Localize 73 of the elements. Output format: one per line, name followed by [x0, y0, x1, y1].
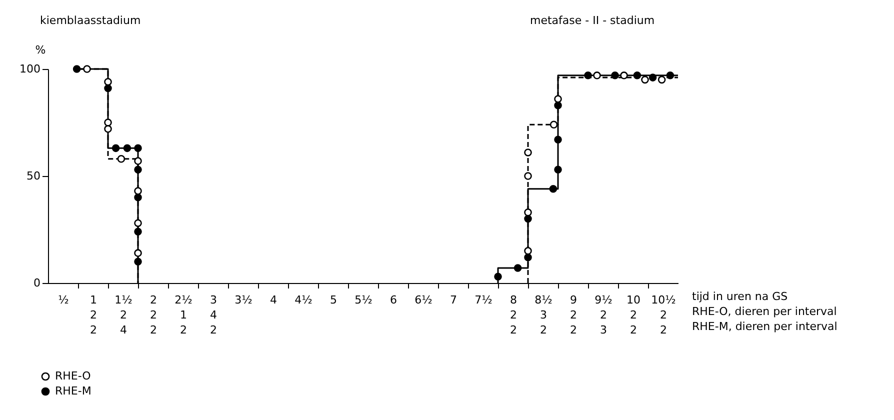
point [524, 214, 532, 223]
point [104, 125, 112, 133]
x-tick-label: 6½ [414, 294, 432, 306]
point [123, 144, 132, 152]
point [648, 74, 657, 82]
point [524, 253, 532, 262]
point [134, 144, 142, 152]
x-tick-label: 9½ 2 3 [594, 294, 612, 336]
point [83, 65, 91, 73]
y-tick-label: 100 [20, 62, 40, 76]
point [134, 219, 142, 227]
point [134, 258, 142, 266]
point [117, 154, 126, 163]
x-tick-label: 8½ 3 2 [534, 294, 552, 336]
point [658, 76, 666, 84]
point [554, 101, 562, 110]
point [104, 118, 112, 126]
x-tick-label: 7½ [474, 294, 492, 306]
point [112, 144, 120, 152]
x-tick-label: 1½ 2 4 [114, 294, 132, 336]
text: metafase - II - stadium [530, 14, 655, 27]
point [524, 148, 532, 156]
x-tick-label: 4 [270, 294, 277, 306]
point [584, 72, 592, 80]
point [666, 72, 674, 80]
point [134, 228, 142, 236]
x-tick-label: 9 2 2 [570, 294, 577, 336]
point [554, 166, 562, 174]
point [494, 272, 502, 280]
x-tick-label: 10 2 2 [626, 294, 640, 336]
x-tick-label: 5½ [354, 294, 372, 306]
y-axis-title: % [35, 44, 46, 56]
x-tick-label: 3½ [234, 294, 252, 306]
point [550, 120, 558, 129]
point [524, 247, 532, 255]
point [104, 78, 112, 86]
point [549, 184, 558, 193]
point [641, 76, 649, 84]
point [134, 194, 142, 202]
x-tick-label: ½ [58, 294, 69, 306]
point [633, 72, 642, 80]
point [554, 95, 562, 103]
point [134, 249, 142, 257]
x-tick-label: 10½ 2 2 [651, 294, 676, 336]
x-tick-label: 5 [330, 294, 337, 306]
point [514, 264, 522, 272]
point [72, 65, 81, 73]
x-tick-label: 7 [450, 294, 457, 306]
legend-label: RHE-O [55, 370, 92, 382]
text: RHE-M, dieren per interval [692, 320, 838, 333]
point [134, 157, 142, 165]
point [524, 172, 532, 180]
point [134, 187, 142, 195]
x-tick-label: 3 4 2 [210, 294, 217, 336]
point [104, 84, 112, 92]
x-tick-label: 2½ 1 2 [174, 294, 192, 336]
point [524, 208, 532, 216]
x-tick-label: 6 [390, 294, 397, 306]
legend-label: RHE-M [55, 384, 92, 398]
y-tick-label: 50 [26, 170, 40, 182]
x-tick-label: 8 2 2 [510, 294, 517, 336]
text: kiemblaasstadium [40, 14, 141, 27]
text: RHE-O, dieren per interval [692, 305, 837, 318]
x-tick-label: 1 2 2 [90, 294, 97, 336]
x-tick-label: 2 2 2 [150, 294, 157, 336]
point [134, 166, 142, 174]
point [593, 72, 601, 80]
point [554, 136, 562, 144]
y-tick-label: 0 [34, 276, 40, 290]
x-axis-title: tijd in uren na GS [692, 290, 788, 303]
point [620, 72, 628, 80]
point [611, 72, 619, 80]
x-tick-label: 4½ [294, 294, 312, 306]
